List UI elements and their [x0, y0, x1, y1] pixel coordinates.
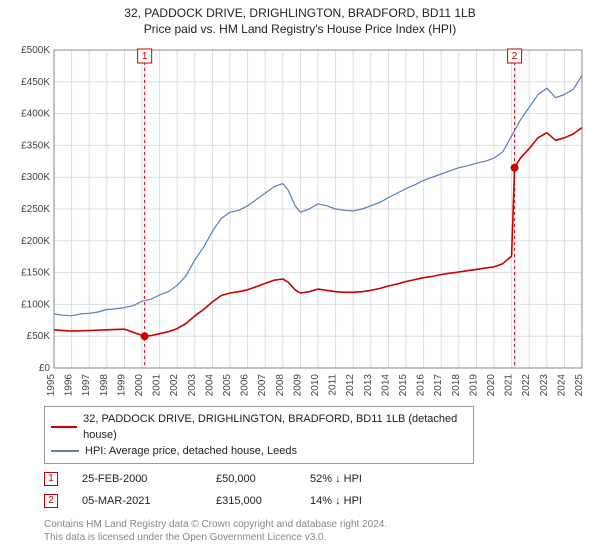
svg-text:2003: 2003	[187, 374, 198, 397]
svg-text:2004: 2004	[204, 374, 215, 397]
svg-text:1999: 1999	[116, 374, 127, 397]
svg-text:2017: 2017	[433, 374, 444, 397]
event-price-2: £315,000	[216, 495, 286, 507]
svg-text:£100K: £100K	[21, 299, 50, 310]
svg-text:1998: 1998	[99, 374, 110, 397]
attribution: Contains HM Land Registry data © Crown c…	[44, 518, 592, 544]
svg-text:2000: 2000	[134, 374, 145, 397]
svg-text:£500K: £500K	[21, 45, 50, 56]
svg-text:2022: 2022	[521, 374, 532, 397]
svg-text:1995: 1995	[46, 374, 57, 397]
svg-text:1996: 1996	[64, 374, 75, 397]
legend-label-hpi: HPI: Average price, detached house, Leed…	[85, 443, 297, 459]
svg-text:£200K: £200K	[21, 236, 50, 247]
svg-text:2021: 2021	[504, 374, 515, 397]
svg-text:2005: 2005	[222, 374, 233, 397]
svg-text:2013: 2013	[363, 374, 374, 397]
svg-text:£0: £0	[39, 363, 51, 374]
event-badge-1: 1	[44, 472, 58, 486]
svg-text:£400K: £400K	[21, 109, 50, 120]
svg-text:2025: 2025	[574, 374, 585, 397]
svg-text:2001: 2001	[152, 374, 163, 397]
event-row-1: 1 25-FEB-2000 £50,000 52% ↓ HPI	[44, 468, 592, 490]
svg-text:£250K: £250K	[21, 204, 50, 215]
event-rows: 1 25-FEB-2000 £50,000 52% ↓ HPI 2 05-MAR…	[44, 468, 592, 512]
event-badge-2: 2	[44, 494, 58, 508]
legend-swatch-property	[51, 426, 77, 428]
svg-text:2014: 2014	[380, 374, 391, 397]
svg-text:£50K: £50K	[27, 331, 51, 342]
event-row-2: 2 05-MAR-2021 £315,000 14% ↓ HPI	[44, 490, 592, 512]
event-date-2: 05-MAR-2021	[82, 495, 192, 507]
svg-text:2011: 2011	[328, 374, 339, 396]
svg-text:2023: 2023	[539, 374, 550, 397]
svg-text:2010: 2010	[310, 374, 321, 397]
svg-text:£150K: £150K	[21, 268, 50, 279]
attribution-line2: This data is licensed under the Open Gov…	[44, 531, 592, 544]
svg-text:2020: 2020	[486, 374, 497, 397]
event-delta-1: 52% ↓ HPI	[310, 473, 362, 485]
svg-text:2012: 2012	[345, 374, 356, 397]
svg-text:2016: 2016	[416, 374, 427, 397]
page-root: 32, PADDOCK DRIVE, DRIGHLINGTON, BRADFOR…	[0, 0, 600, 548]
svg-text:2006: 2006	[240, 374, 251, 397]
event-delta-2: 14% ↓ HPI	[310, 495, 362, 507]
legend-row-hpi: HPI: Average price, detached house, Leed…	[51, 443, 467, 459]
svg-text:£350K: £350K	[21, 140, 50, 151]
svg-text:1: 1	[142, 51, 148, 62]
svg-text:2008: 2008	[275, 374, 286, 397]
event-price-1: £50,000	[216, 473, 286, 485]
svg-text:2009: 2009	[292, 374, 303, 397]
chart: £0 £50K £100K £150K £200K £250K £300K £350K £400…	[8, 42, 592, 400]
title-sub: Price paid vs. HM Land Registry's House …	[8, 22, 592, 36]
svg-text:2015: 2015	[398, 374, 409, 397]
svg-text:2: 2	[512, 51, 518, 62]
legend-box: 32, PADDOCK DRIVE, DRIGHLINGTON, BRADFOR…	[44, 406, 474, 464]
svg-text:2024: 2024	[556, 374, 567, 397]
legend-swatch-hpi	[51, 450, 79, 452]
svg-text:2002: 2002	[169, 374, 180, 397]
chart-svg: £0 £50K £100K £150K £200K £250K £300K £350K £400…	[8, 42, 592, 400]
legend-label-property: 32, PADDOCK DRIVE, DRIGHLINGTON, BRADFOR…	[83, 411, 467, 443]
event-date-1: 25-FEB-2000	[82, 473, 192, 485]
svg-text:1997: 1997	[81, 374, 92, 397]
svg-text:2018: 2018	[451, 374, 462, 397]
legend-row-property: 32, PADDOCK DRIVE, DRIGHLINGTON, BRADFOR…	[51, 411, 467, 443]
svg-text:2007: 2007	[257, 374, 268, 397]
svg-text:£300K: £300K	[21, 172, 50, 183]
svg-text:£450K: £450K	[21, 77, 50, 88]
svg-text:2019: 2019	[468, 374, 479, 397]
titles: 32, PADDOCK DRIVE, DRIGHLINGTON, BRADFOR…	[8, 6, 592, 36]
attribution-line1: Contains HM Land Registry data © Crown c…	[44, 518, 592, 531]
title-main: 32, PADDOCK DRIVE, DRIGHLINGTON, BRADFOR…	[8, 6, 592, 20]
